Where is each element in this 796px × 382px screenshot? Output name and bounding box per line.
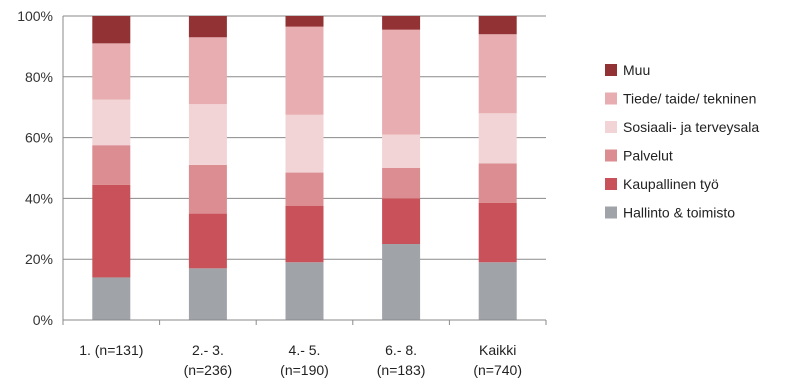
bars bbox=[92, 16, 517, 320]
x-category-label: 2.- 3. bbox=[192, 342, 224, 358]
bar-segment bbox=[188, 213, 227, 269]
legend-swatch bbox=[605, 206, 617, 219]
legend-label: Palvelut bbox=[623, 148, 673, 164]
legend-label: Muu bbox=[623, 62, 650, 78]
legend-label: Sosiaali- ja terveysala bbox=[623, 119, 759, 135]
bar-segment bbox=[285, 114, 324, 173]
bar-segment bbox=[382, 198, 421, 244]
x-axis-categories: 1. (n=131) 2.- 3. (n=236) 4.- 5. (n=190) 6.- … bbox=[79, 342, 522, 378]
legend-swatch bbox=[605, 92, 617, 105]
legend-label: Tiede/ taide/ tekninen bbox=[623, 91, 756, 107]
bar-segment bbox=[92, 184, 131, 278]
bar-segment bbox=[478, 262, 517, 320]
bar-segment bbox=[478, 113, 517, 164]
bar-segment bbox=[478, 34, 517, 114]
bar-segment bbox=[382, 134, 421, 168]
y-tick-label: 20% bbox=[25, 251, 53, 267]
bar-segment bbox=[382, 168, 421, 199]
x-category-label: (n=236) bbox=[184, 362, 233, 378]
bar-segment bbox=[285, 16, 324, 27]
legend: Muu Tiede/ taide/ tekninen Sosiaali- ja te… bbox=[605, 62, 759, 221]
x-category-label: 6.- 8. bbox=[385, 342, 417, 358]
y-tick-label: 100% bbox=[17, 8, 53, 24]
legend-label: Kaupallinen työ bbox=[623, 176, 719, 192]
bar-segment bbox=[188, 164, 227, 214]
bar-segment bbox=[382, 29, 421, 135]
y-tick-label: 40% bbox=[25, 190, 53, 206]
x-category-label: (n=740) bbox=[473, 362, 522, 378]
bar-segment bbox=[285, 26, 324, 115]
bar-segment bbox=[92, 99, 131, 146]
legend-label: Hallinto & toimisto bbox=[623, 205, 735, 221]
x-category-label: (n=183) bbox=[377, 362, 426, 378]
bar-segment bbox=[188, 16, 227, 38]
x-category-label: Kaikki bbox=[479, 342, 516, 358]
legend-swatch bbox=[605, 178, 617, 190]
legend-swatch bbox=[605, 149, 617, 162]
legend-swatch bbox=[605, 121, 617, 133]
y-tick-label: 80% bbox=[25, 69, 53, 85]
y-tick-label: 0% bbox=[33, 312, 53, 328]
x-category-label: 4.- 5. bbox=[289, 342, 321, 358]
bar-segment bbox=[285, 172, 324, 206]
bar-segment bbox=[92, 43, 131, 100]
y-tick-label: 60% bbox=[25, 130, 53, 146]
bar-segment bbox=[285, 206, 324, 263]
bar-segment bbox=[285, 262, 324, 320]
bar-segment bbox=[382, 16, 421, 30]
bar-segment bbox=[478, 202, 517, 263]
bar-segment bbox=[188, 268, 227, 320]
y-axis-ticks: 0% 20% 40% 60% 80% 100% bbox=[17, 8, 53, 328]
bar-segment bbox=[188, 37, 227, 105]
axes bbox=[62, 16, 547, 325]
x-category-label: 1. (n=131) bbox=[79, 342, 143, 358]
bar-segment bbox=[92, 277, 131, 320]
x-category-label: (n=190) bbox=[280, 362, 329, 378]
bar-segment bbox=[382, 244, 421, 320]
bar-segment bbox=[92, 145, 131, 185]
bar-segment bbox=[92, 16, 131, 44]
bar-segment bbox=[478, 16, 517, 35]
bar-segment bbox=[478, 163, 517, 203]
bar-segment bbox=[188, 104, 227, 165]
legend-swatch bbox=[605, 64, 617, 76]
